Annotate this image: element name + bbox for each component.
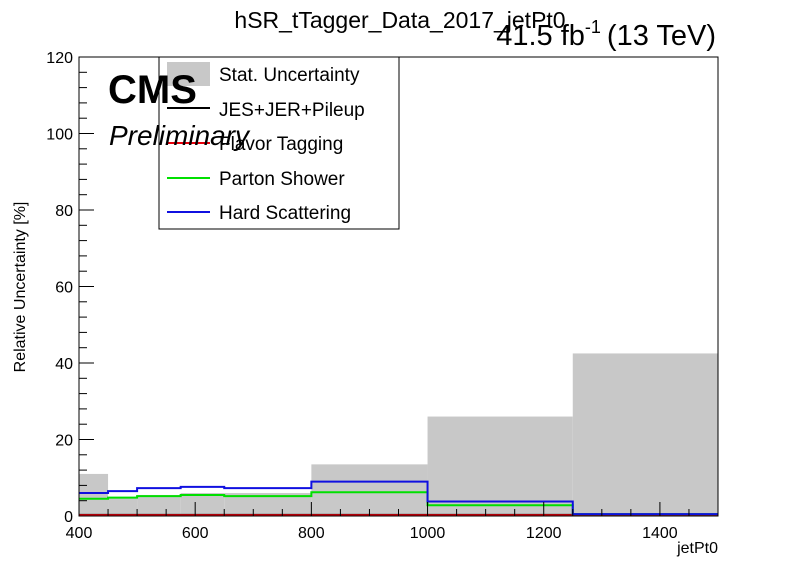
tick-layer: 400 600 800 1000 1200 1400 0 20 40 60 80 100 120 (46, 50, 719, 542)
legend-label-stat: Stat. Uncertainty (219, 65, 360, 86)
y-axis-title: Relative Uncertainty [%] (12, 202, 29, 373)
legend-label-hard: Hard Scattering (219, 203, 351, 224)
histogram-layer (79, 353, 718, 517)
stat-bar-1 (108, 496, 138, 516)
stat-bar-7 (572, 353, 718, 516)
legend-label-jes: JES+JER+Pileup (219, 100, 365, 121)
stat-bar-3 (180, 493, 225, 516)
x-tick-label-800: 800 (298, 525, 325, 542)
y-tick-label-120: 120 (46, 50, 73, 67)
preliminary-label: Preliminary (109, 120, 251, 151)
y-tick-label-20: 20 (55, 433, 73, 450)
x-tick-label-1200: 1200 (526, 525, 562, 542)
lumi-exponent: -1 (585, 17, 601, 37)
y-tick-label-0: 0 (64, 509, 73, 526)
stat-bar-5 (311, 464, 428, 516)
legend-label-flavor: Flavor Tagging (219, 134, 343, 155)
y-tick-label-100: 100 (46, 127, 73, 144)
legend: Stat. Uncertainty JES+JER+Pileup Flavor … (158, 56, 400, 230)
stat-bar-6 (427, 416, 573, 516)
x-tick-label-400: 400 (66, 525, 93, 542)
chart-title: hSR_tTagger_Data_2017_jetPt0 (234, 7, 565, 33)
x-tick-label-600: 600 (182, 525, 209, 542)
y-tick-label-80: 80 (55, 203, 73, 220)
legend-label-parton: Parton Shower (219, 169, 345, 190)
energy-label: (13 TeV) (607, 20, 716, 52)
stat-bar-2 (137, 494, 181, 516)
series-line-3 (79, 491, 718, 516)
luminosity-label: 41.5 fb-1 (13 TeV) (496, 17, 716, 52)
cms-label: CMS (108, 68, 197, 112)
x-tick-label-1000: 1000 (410, 525, 446, 542)
legend-swatch-stat (167, 62, 210, 86)
stat-bar-0 (79, 473, 109, 516)
stat-bar-4 (224, 493, 312, 516)
x-axis-title: jetPt0 (676, 540, 718, 557)
lumi-value: 41.5 fb (496, 20, 585, 52)
series-line-4 (79, 480, 718, 516)
x-tick-label-1400: 1400 (642, 525, 678, 542)
y-tick-label-40: 40 (55, 356, 73, 373)
y-tick-label-60: 60 (55, 280, 73, 297)
